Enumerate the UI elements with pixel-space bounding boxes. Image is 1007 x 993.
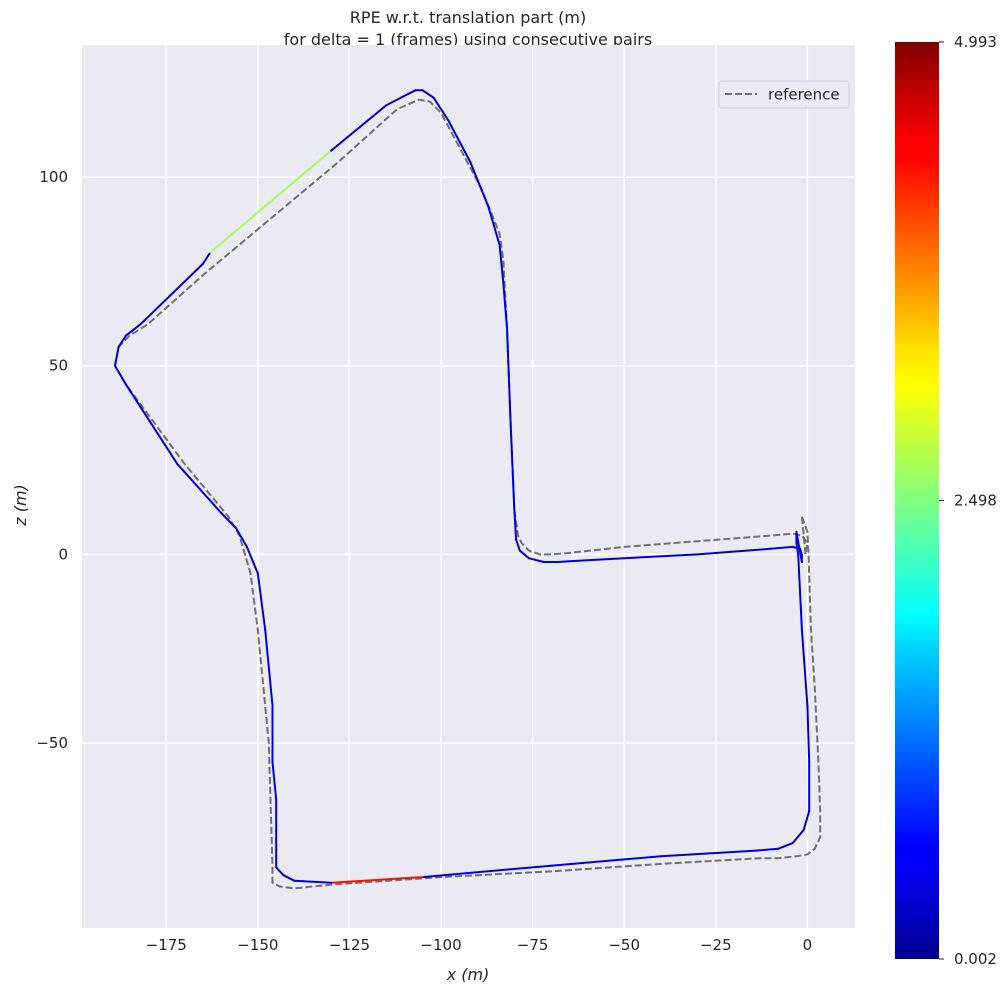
grid-lines (82, 45, 855, 928)
estimate-trajectory-segment (275, 866, 285, 877)
y-axis-label: z (m) (11, 484, 30, 527)
estimate-trajectory-segment (220, 511, 237, 529)
x-tick-label: −50 (608, 936, 640, 954)
estimate-trajectory-segment (114, 345, 120, 367)
estimate-trajectory-segment (432, 96, 450, 122)
estimate-trajectory-segment (282, 874, 296, 882)
x-tick-label: −175 (146, 936, 187, 954)
y-tick-label: 50 (49, 357, 68, 375)
colorbar-tick-label: 0.002 (954, 950, 997, 968)
x-tick-label: −125 (329, 936, 370, 954)
estimate-trajectory-segment (527, 557, 545, 563)
trajectories (114, 89, 822, 890)
estimate-trajectory-segment (557, 560, 571, 563)
estimate-trajectory-segment (502, 281, 508, 329)
x-tick-label: −150 (237, 936, 278, 954)
estimate-trajectory-segment (403, 89, 417, 97)
estimate-trajectory-segment (293, 879, 333, 884)
estimate-trajectory-segment (568, 557, 626, 563)
colorbar-tick-label: 2.498 (954, 491, 997, 509)
colorbar-tick-label: 4.993 (954, 33, 997, 51)
estimate-trajectory-segment (385, 94, 406, 107)
estimate-trajectory-segment (139, 262, 204, 326)
y-tick-label: −50 (36, 734, 68, 752)
colorbar: 0.002 2.498 4.993 (895, 33, 997, 968)
estimate-trajectory-segment (421, 89, 435, 99)
estimate-trajectory-segment (696, 547, 772, 556)
y-tick-label: 100 (39, 168, 68, 186)
estimate-trajectory-segment (114, 364, 127, 386)
x-tick-label: −25 (700, 936, 732, 954)
estimate-trajectory-segment (117, 334, 127, 348)
estimate-trajectory-segment (769, 545, 794, 550)
estimate-trajectory-segment (755, 847, 780, 852)
estimate-trajectory-segment (797, 553, 803, 631)
x-tick-label: −75 (517, 936, 549, 954)
estimate-trajectory-segment (513, 508, 518, 541)
estimate-trajectory-segment (659, 849, 758, 858)
estimate-trajectory-segment (469, 161, 490, 209)
estimate-trajectory-segment (509, 421, 516, 511)
legend-reference-label: reference (768, 86, 840, 104)
x-axis-label: x (m) (446, 965, 490, 984)
legend: reference (718, 80, 850, 109)
estimate-trajectory-segment (518, 549, 530, 560)
estimate-trajectory-segment (125, 323, 142, 337)
estimate-trajectory-segment (245, 545, 259, 575)
estimate-trajectory-segment (264, 628, 274, 707)
estimate-trajectory-segment (515, 538, 521, 552)
estimate-trajectory-segment (125, 383, 179, 465)
estimate-trajectory-segment (256, 572, 267, 631)
estimate-trajectory-segment (800, 628, 809, 707)
estimate-trajectory-segment (549, 855, 662, 867)
estimate-trajectory-segment (271, 761, 278, 801)
estimate-trajectory-segment (487, 206, 501, 246)
estimate-trajectory-segment (421, 864, 552, 879)
estimate-trajectory-segment (498, 244, 505, 284)
y-axis-ticks: −50 0 50 100 (36, 168, 68, 752)
estimate-trajectory-segment (791, 828, 805, 845)
title-line-2: for delta = 1 (frames) using consecutive… (284, 30, 652, 49)
estimate-trajectory-segment (802, 810, 811, 831)
plot-area (82, 45, 855, 928)
estimate-trajectory-segment (447, 119, 472, 163)
estimate-trajectory-segment (209, 149, 333, 254)
y-tick-label: 0 (58, 545, 68, 563)
estimate-trajectory-segment (795, 530, 803, 563)
estimate-trajectory-segment (330, 876, 424, 884)
x-axis-ticks: −175 −150 −125 −100 −75 −50 −25 0 (146, 936, 812, 954)
estimate-trajectory-segment (330, 104, 388, 152)
estimate-trajectory-segment (806, 704, 811, 763)
estimate-trajectory-segment (623, 553, 699, 560)
title-line-1: RPE w.r.t. translation part (m) (350, 8, 586, 27)
x-tick-label: 0 (803, 936, 813, 954)
estimate-trajectory-segment (506, 327, 512, 424)
estimate-trajectory-segment (201, 251, 212, 265)
legend-box (718, 80, 850, 109)
estimate-trajectory-segment (176, 462, 223, 514)
x-tick-label: −100 (420, 936, 461, 954)
colorbar-gradient (895, 42, 939, 959)
estimate-trajectory-segment (234, 527, 248, 548)
colorbar-ticks: 0.002 2.498 4.993 (939, 33, 997, 968)
estimate-trajectory-segment (777, 842, 794, 850)
